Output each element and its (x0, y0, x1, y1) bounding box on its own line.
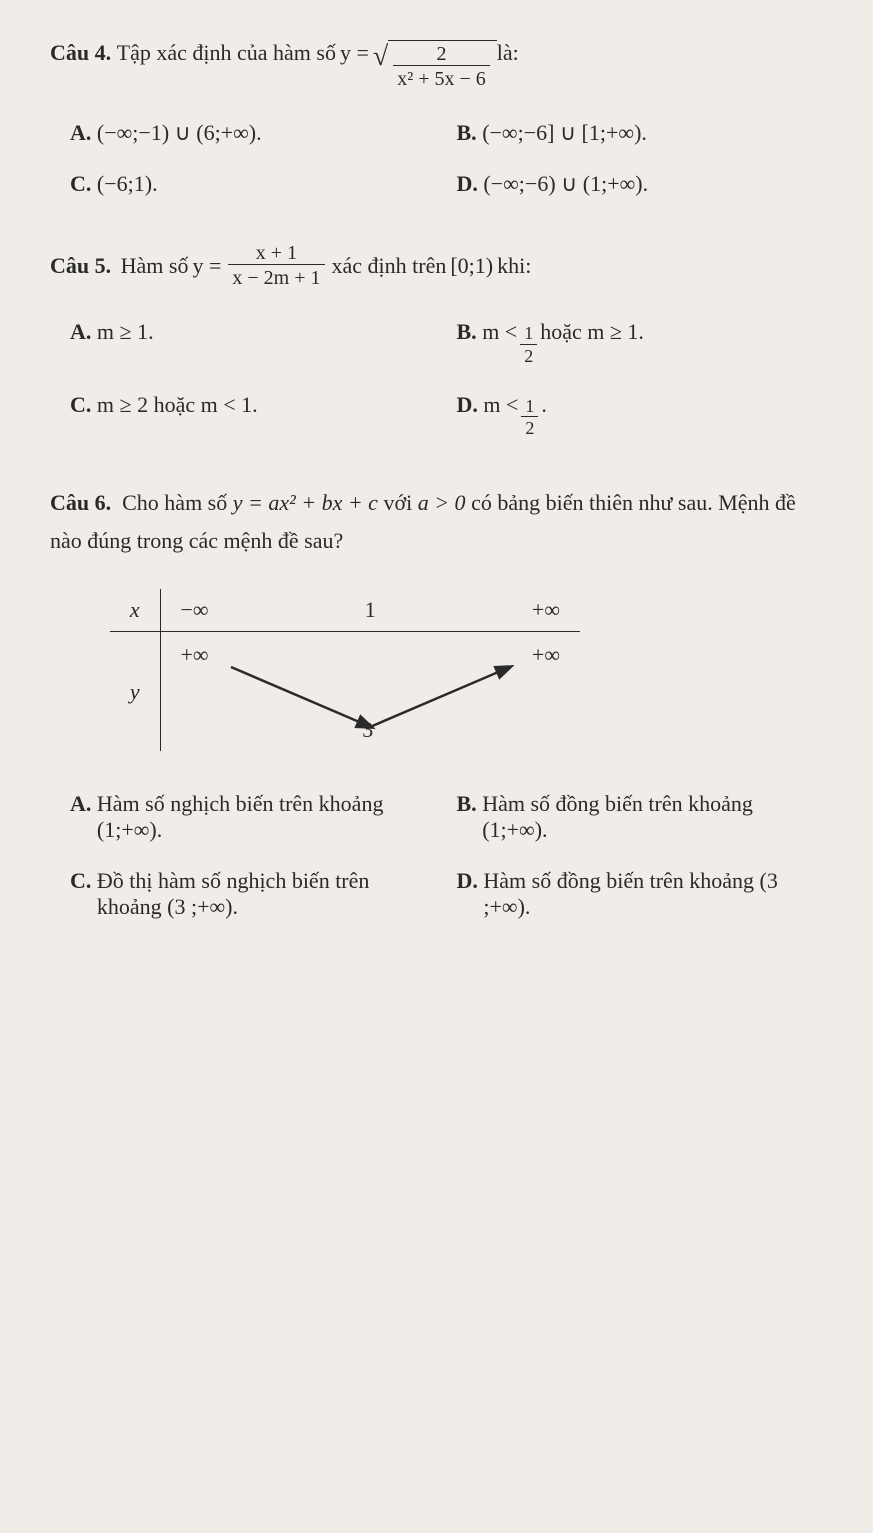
q6-option-c: C. Đồ thị hàm số nghịch biến trên khoảng… (70, 868, 437, 920)
q6-stem-pre: Cho hàm số (122, 490, 233, 515)
q5-stem: Câu 5. Hàm số y = x + 1 x − 2m + 1 xác đ… (50, 242, 823, 289)
q4-a-label: A. (70, 120, 97, 146)
bbt-y-label: y (110, 631, 160, 751)
q5-c-label: C. (70, 392, 97, 418)
q4-stem-pre: Tập xác định của hàm số (117, 40, 336, 66)
q5-d-frac-num: 1 (521, 397, 538, 417)
bbt-x-right: +∞ (532, 597, 560, 623)
q4-a-text: (−∞;−1) ∪ (6;+∞). (97, 120, 262, 146)
q6-stem-line2: đề sau? (278, 528, 343, 553)
q5-option-d: D. m < 1 2 . (457, 392, 824, 440)
q5-b-label: B. (457, 319, 483, 345)
q5-d-label: D. (457, 392, 484, 418)
q6-c-label: C. (70, 868, 97, 894)
q5-stem-post: khi: (497, 253, 531, 279)
bbt-y-row: y +∞ +∞ 3 (110, 631, 580, 751)
q6-label: Câu 6. (50, 490, 117, 515)
q6-option-a: A. Hàm số nghịch biến trên khoảng (1;+∞)… (70, 791, 437, 843)
q5-d-pre: m < (483, 392, 518, 418)
q5-eq-y: y = (192, 253, 221, 279)
bbt-x-mid: 1 (365, 597, 376, 623)
q5-a-text: m ≥ 1. (97, 319, 154, 345)
q6-d-label: D. (457, 868, 484, 894)
bbt-y-inner: +∞ +∞ 3 (171, 640, 571, 744)
q5-d-frac-den: 2 (521, 416, 538, 439)
q6-option-d: D. Hàm số đồng biến trên khoảng (3 ;+∞). (457, 868, 824, 920)
q4-sqrt: √ 2 x² + 5x − 6 (373, 40, 497, 90)
q6-b-label: B. (457, 791, 483, 817)
q5-fraction: x + 1 x − 2m + 1 (228, 242, 324, 289)
q6-a-text: Hàm số nghịch biến trên khoảng (1;+∞). (97, 791, 437, 843)
bbt-x-left: −∞ (181, 597, 209, 623)
q4-c-text: (−6;1). (97, 171, 158, 197)
q4-option-b: B. (−∞;−6] ∪ [1;+∞). (457, 120, 824, 146)
q5-interval: [0;1) (450, 253, 493, 279)
q6-eq: y = ax² + bx + c (233, 490, 378, 515)
q6-option-b: B. Hàm số đồng biến trên khoảng (1;+∞). (457, 791, 824, 843)
q4-stem: Câu 4. Tập xác định của hàm số y = √ 2 x… (50, 40, 823, 90)
q4-option-c: C. (−6;1). (70, 171, 437, 197)
q4-frac-den: x² + 5x − 6 (393, 65, 490, 90)
q5-frac-num: x + 1 (252, 242, 301, 264)
question-6: Câu 6. Cho hàm số y = ax² + bx + c với a… (50, 484, 823, 920)
arrow-down-icon (226, 662, 381, 732)
q6-a-label: A. (70, 791, 97, 817)
q5-option-a: A. m ≥ 1. (70, 319, 437, 367)
q6-d-text: Hàm số đồng biến trên khoảng (3 ;+∞). (483, 868, 823, 920)
q4-option-a: A. (−∞;−1) ∪ (6;+∞). (70, 120, 437, 146)
bbt-x-inner: −∞ 1 +∞ (171, 597, 571, 623)
q4-label: Câu 4. (50, 40, 117, 66)
q5-b-frac: 1 2 (520, 324, 537, 367)
q5-stem-pre: Hàm số (121, 253, 189, 279)
q4-sqrt-body: 2 x² + 5x − 6 (388, 40, 497, 90)
bbt-y-topleft: +∞ (181, 642, 209, 668)
bbt-x-vals: −∞ 1 +∞ (160, 589, 580, 632)
bbt-x-label: x (110, 589, 160, 632)
sqrt-sign-icon: √ (373, 43, 388, 71)
question-4: Câu 4. Tập xác định của hàm số y = √ 2 x… (50, 40, 823, 197)
q4-option-d: D. (−∞;−6) ∪ (1;+∞). (457, 171, 824, 197)
q6-stem-mid: với (383, 490, 417, 515)
q5-a-label: A. (70, 319, 97, 345)
q4-b-label: B. (457, 120, 483, 146)
bbt-table: x −∞ 1 +∞ y +∞ +∞ 3 (110, 589, 580, 752)
q4-options: A. (−∞;−1) ∪ (6;+∞). B. (−∞;−6] ∪ [1;+∞)… (50, 120, 823, 197)
q6-b-text: Hàm số đồng biến trên khoảng (1;+∞). (482, 791, 823, 843)
q4-fraction: 2 x² + 5x − 6 (393, 43, 490, 90)
variation-table: x −∞ 1 +∞ y +∞ +∞ 3 (110, 589, 823, 752)
arrow-up-icon (360, 662, 515, 732)
bbt-y-vals: +∞ +∞ 3 (160, 631, 580, 751)
q4-d-text: (−∞;−6) ∪ (1;+∞). (483, 171, 648, 197)
q5-frac-den: x − 2m + 1 (228, 264, 324, 289)
q5-option-b: B. m < 1 2 hoặc m ≥ 1. (457, 319, 824, 367)
q4-stem-post: là: (497, 40, 519, 66)
question-5: Câu 5. Hàm số y = x + 1 x − 2m + 1 xác đ… (50, 242, 823, 439)
q6-c-text: Đồ thị hàm số nghịch biến trên khoảng (3… (97, 868, 437, 920)
q5-b-pre: m < (482, 319, 517, 345)
bbt-x-row: x −∞ 1 +∞ (110, 589, 580, 632)
q5-b-frac-num: 1 (520, 324, 537, 344)
q6-stem: Câu 6. Cho hàm số y = ax² + bx + c với a… (50, 484, 823, 559)
bbt-y-topright: +∞ (532, 642, 560, 668)
q5-label: Câu 5. (50, 253, 117, 279)
q4-eq-y: y = (336, 40, 373, 66)
q5-d-post: . (541, 392, 547, 418)
q4-c-label: C. (70, 171, 97, 197)
q4-d-label: D. (457, 171, 484, 197)
q6-options: A. Hàm số nghịch biến trên khoảng (1;+∞)… (50, 791, 823, 920)
q5-b-post: hoặc m ≥ 1. (540, 319, 644, 345)
q6-cond: a > 0 (418, 490, 466, 515)
q4-frac-num: 2 (433, 43, 451, 65)
q5-b-frac-den: 2 (520, 344, 537, 367)
q4-b-text: (−∞;−6] ∪ [1;+∞). (482, 120, 647, 146)
q5-c-text: m ≥ 2 hoặc m < 1. (97, 392, 258, 418)
q5-option-c: C. m ≥ 2 hoặc m < 1. (70, 392, 437, 440)
q5-stem-mid: xác định trên (332, 253, 447, 279)
q5-d-frac: 1 2 (521, 397, 538, 440)
q5-options: A. m ≥ 1. B. m < 1 2 hoặc m ≥ 1. C. m ≥ … (50, 319, 823, 439)
